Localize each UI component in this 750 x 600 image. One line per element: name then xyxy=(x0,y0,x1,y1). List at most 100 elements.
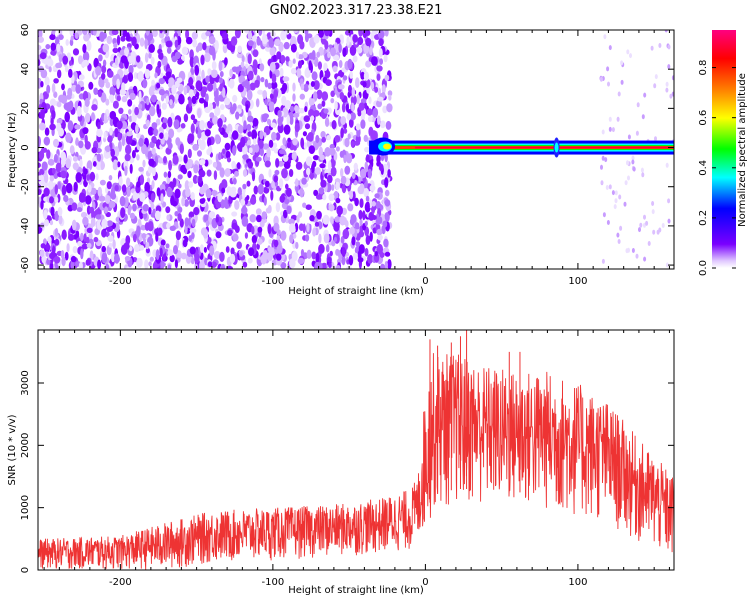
noise-cell xyxy=(50,42,57,51)
noise-cell xyxy=(614,190,618,196)
noise-cell xyxy=(85,112,91,123)
noise-cell xyxy=(257,183,264,195)
noise-cell xyxy=(184,199,189,207)
noise-cell xyxy=(334,178,341,184)
noise-cell xyxy=(365,154,370,163)
noise-cell xyxy=(382,105,388,114)
noise-cell xyxy=(49,98,57,107)
noise-cell xyxy=(641,172,645,178)
noise-cell xyxy=(188,181,194,188)
noise-cell xyxy=(83,168,88,175)
noise-cell xyxy=(242,183,247,190)
noise-cell xyxy=(340,116,347,125)
noise-cell xyxy=(180,252,187,260)
noise-cell xyxy=(351,102,355,112)
noise-cell xyxy=(174,80,180,88)
noise-cell xyxy=(148,207,152,215)
noise-cell xyxy=(306,167,311,176)
noise-cell xyxy=(297,54,304,60)
noise-cell xyxy=(294,122,300,133)
noise-cell xyxy=(346,36,350,46)
noise-cell xyxy=(245,103,249,113)
noise-cell xyxy=(62,153,66,163)
noise-cell xyxy=(53,78,59,84)
noise-cell xyxy=(72,156,78,162)
noise-cell xyxy=(311,50,316,61)
noise-cell xyxy=(293,30,299,34)
noise-cell xyxy=(65,182,73,194)
noise-cell xyxy=(259,63,265,72)
noise-cell xyxy=(274,169,280,176)
noise-cell xyxy=(40,243,46,249)
noise-cell xyxy=(614,198,618,204)
noise-cell xyxy=(650,45,654,51)
noise-cell xyxy=(365,60,372,68)
noise-cell xyxy=(151,147,156,155)
noise-cell xyxy=(166,222,171,230)
noise-cell xyxy=(292,93,296,102)
x-tick-label: -100 xyxy=(262,276,285,287)
noise-cell xyxy=(181,196,186,207)
noise-cell xyxy=(234,200,240,210)
noise-cell xyxy=(124,255,131,262)
noise-cell xyxy=(155,232,159,242)
noise-cell xyxy=(310,115,315,122)
noise-cell xyxy=(647,241,651,246)
noise-cell xyxy=(669,93,673,99)
noise-cell xyxy=(357,249,362,261)
noise-cell xyxy=(225,246,230,253)
noise-cell xyxy=(110,192,117,200)
noise-cell xyxy=(267,223,272,235)
noise-cell xyxy=(214,199,219,205)
noise-cell xyxy=(371,205,375,215)
noise-cell xyxy=(253,185,259,195)
signal-band-peak xyxy=(415,146,674,149)
noise-cell xyxy=(173,245,178,255)
noise-cell xyxy=(257,238,263,245)
noise-cell xyxy=(218,152,222,161)
noise-cell xyxy=(190,114,196,121)
noise-cell xyxy=(330,166,337,177)
noise-cell xyxy=(86,242,92,249)
noise-cell xyxy=(75,137,79,146)
noise-cell xyxy=(187,133,194,144)
noise-cell xyxy=(347,133,351,140)
noise-cell xyxy=(616,232,620,238)
snr-y-ticks: 0 1000 2000 3000 xyxy=(20,370,674,573)
noise-cell xyxy=(632,166,636,172)
noise-cell xyxy=(620,60,624,66)
noise-cell xyxy=(600,164,603,170)
noise-cell xyxy=(324,40,329,50)
noise-cell xyxy=(250,196,257,205)
noise-cell xyxy=(219,71,224,78)
noise-cell xyxy=(192,38,198,48)
noise-cell xyxy=(49,175,55,182)
noise-cell xyxy=(376,228,383,236)
colorbar-tick-label: 0.6 xyxy=(698,110,709,126)
noise-cell xyxy=(618,194,622,200)
noise-cell xyxy=(44,219,49,227)
noise-cell xyxy=(136,55,141,63)
noise-cell xyxy=(295,178,299,187)
noise-cell xyxy=(247,70,254,81)
noise-cell xyxy=(315,252,320,263)
noise-cell xyxy=(292,138,298,146)
noise-cell xyxy=(165,206,171,214)
noise-cell xyxy=(304,32,309,43)
noise-cell xyxy=(51,109,56,120)
noise-cell xyxy=(136,154,140,161)
noise-cell xyxy=(149,106,156,117)
noise-cell xyxy=(317,61,322,70)
noise-cell xyxy=(51,83,56,94)
noise-cell xyxy=(85,236,90,244)
noise-cell xyxy=(106,181,112,190)
noise-cell xyxy=(352,34,358,43)
noise-cell xyxy=(82,43,87,54)
noise-cell xyxy=(197,138,202,147)
noise-cell xyxy=(89,171,96,182)
noise-cell xyxy=(97,90,102,98)
noise-cell xyxy=(227,229,233,236)
noise-cell xyxy=(207,137,212,148)
noise-cell xyxy=(200,227,208,236)
noise-cell xyxy=(331,184,335,191)
